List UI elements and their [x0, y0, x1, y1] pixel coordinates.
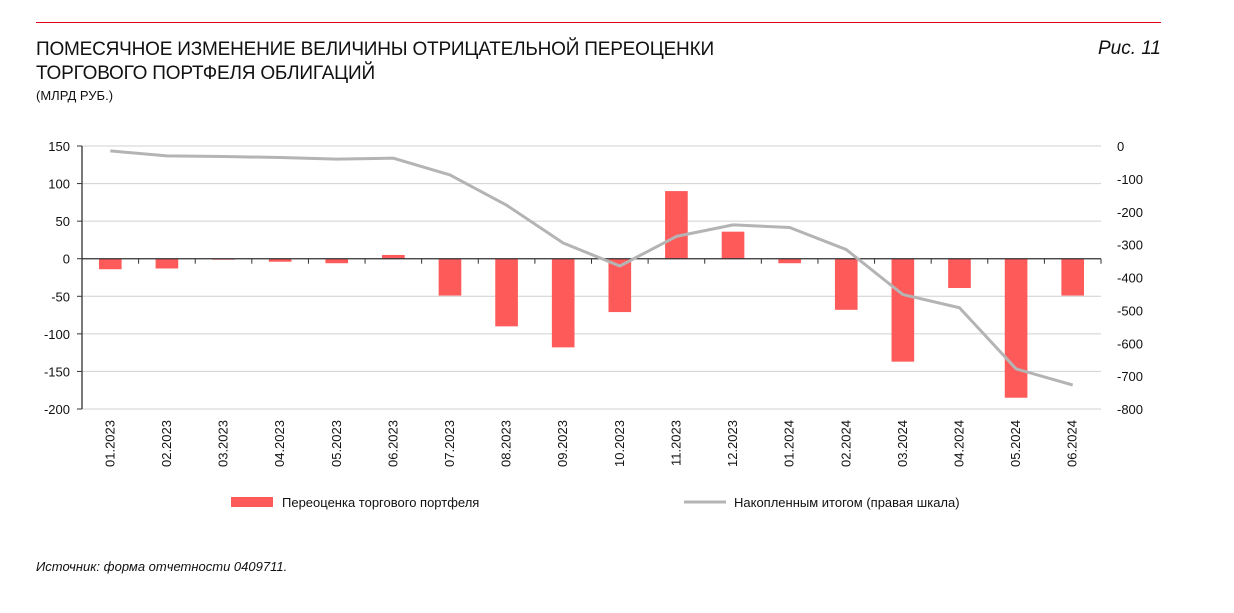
- right-tick-label: -300: [1117, 238, 1143, 253]
- source-note: Источник: форма отчетности 0409711.: [36, 559, 288, 574]
- title-line-1: Помесячное изменение величины отрицатель…: [36, 39, 714, 60]
- bar-01.2023: [98, 258, 122, 270]
- x-tick-label: 04.2023: [272, 420, 287, 467]
- legend-line-label: Накопленным итогом (правая шкала): [734, 495, 960, 510]
- x-tick-label: 06.2023: [385, 420, 400, 467]
- bar-06.2023: [382, 254, 405, 259]
- left-tick-label: 0: [63, 252, 70, 267]
- x-tick-label: 04.2024: [951, 420, 966, 467]
- bar-01.2024: [778, 258, 801, 264]
- right-tick-label: -400: [1117, 271, 1143, 286]
- x-tick-label: 08.2023: [499, 420, 514, 467]
- chart-title: Помесячное изменение величины отрицатель…: [36, 38, 714, 86]
- x-tick-label: 11.2023: [668, 420, 683, 466]
- right-tick-label: -800: [1117, 402, 1143, 417]
- x-tick-label: 10.2023: [612, 420, 627, 467]
- bar-04.2023: [268, 258, 292, 262]
- bar-02.2023: [155, 258, 179, 269]
- bar-06.2024: [1061, 258, 1085, 296]
- right-tick-label: -500: [1117, 303, 1143, 318]
- x-tick-label: 05.2024: [1008, 420, 1023, 467]
- left-tick-label: -100: [44, 327, 70, 342]
- x-tick-label: 06.2024: [1065, 420, 1080, 467]
- legend-bar-label: Переоценка торгового портфеля: [282, 495, 479, 510]
- bar-11.2023: [665, 191, 688, 259]
- left-tick-label: 150: [48, 139, 70, 154]
- right-tick-label: -100: [1117, 172, 1143, 187]
- x-tick-label: 02.2024: [838, 420, 853, 467]
- bar-05.2024: [1004, 258, 1028, 398]
- left-tick-label: -150: [44, 364, 70, 379]
- title-line-2: торгового портфеля облигаций: [36, 63, 375, 84]
- bar-12.2023: [721, 231, 745, 259]
- x-tick-label: 05.2023: [329, 420, 344, 467]
- right-tick-label: -200: [1117, 205, 1143, 220]
- x-tick-label: 03.2024: [895, 420, 910, 467]
- x-tick-label: 02.2023: [159, 420, 174, 467]
- chart-subtitle: (млрд руб.): [36, 88, 114, 103]
- bar-09.2023: [551, 258, 575, 348]
- right-tick-label: 0: [1117, 139, 1124, 154]
- figure-label: Рис. 11: [1097, 38, 1161, 59]
- bar-03.2024: [891, 258, 915, 362]
- cumulative-line: [110, 149, 1074, 387]
- bar-05.2023: [325, 258, 349, 264]
- x-tick-label: 09.2023: [555, 420, 570, 467]
- left-tick-label: -200: [44, 402, 70, 417]
- legend-bar-swatch: [231, 497, 273, 507]
- x-tick-label: 07.2023: [442, 420, 457, 467]
- x-tick-label: 01.2024: [782, 420, 797, 467]
- x-tick-label: 01.2023: [102, 420, 117, 467]
- x-tick-label: 12.2023: [725, 420, 740, 467]
- right-tick-label: -700: [1117, 369, 1143, 384]
- x-tick-label: 03.2023: [216, 420, 231, 467]
- bar-02.2024: [834, 258, 858, 310]
- right-tick-label: -600: [1117, 336, 1143, 351]
- left-tick-label: -50: [51, 289, 70, 304]
- left-tick-label: 50: [56, 214, 70, 229]
- left-tick-label: 100: [48, 177, 70, 192]
- bar-07.2023: [438, 258, 462, 296]
- bar-08.2023: [495, 258, 518, 327]
- bar-04.2024: [948, 258, 971, 289]
- bar-10.2023: [608, 258, 632, 313]
- top-rule: [36, 22, 1161, 23]
